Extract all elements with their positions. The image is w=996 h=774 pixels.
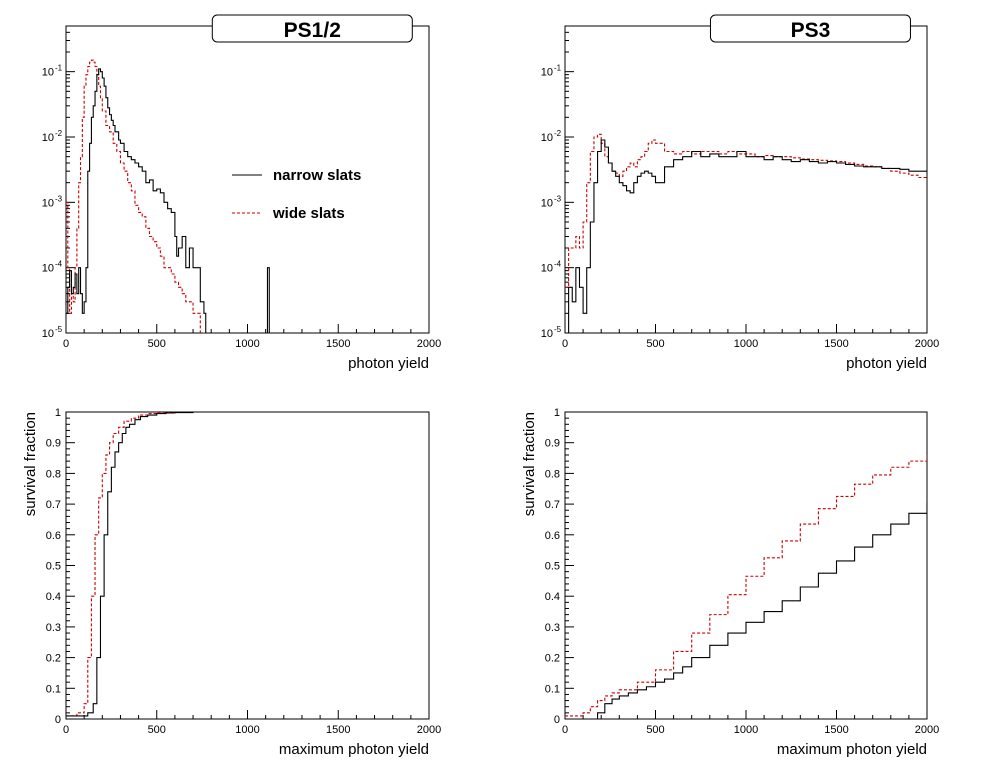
- x-tick-label: 1500: [824, 724, 848, 736]
- panel-title: PS1/2: [284, 19, 341, 42]
- y-tick-label: 0.6: [46, 530, 61, 542]
- x-axis: 0 500 1000 1500 2000: [63, 324, 441, 350]
- y-tick-label-base: 10: [42, 67, 54, 79]
- x-axis-title: maximum photon yield: [279, 741, 429, 758]
- series-line-wide-slats: [66, 412, 429, 717]
- x-tick-label: 0: [562, 724, 568, 736]
- x-tick-label: 1000: [734, 724, 758, 736]
- y-tick-label: 0.1: [46, 683, 61, 695]
- panel-title: PS3: [791, 19, 831, 42]
- x-axis-title: maximum photon yield: [777, 741, 927, 758]
- plot-frame: [65, 25, 430, 334]
- y-tick-label-base: 10: [42, 197, 54, 209]
- y-tick-label-exp: -2: [554, 129, 562, 138]
- series-line-narrow-slats: [592, 502, 927, 719]
- y-tick-label: 1: [55, 407, 61, 419]
- y-tick-label-base: 10: [42, 263, 54, 275]
- series-line-wide-slats: [565, 454, 927, 717]
- y-tick-label: 1: [554, 407, 560, 419]
- y-tick-label-exp: -4: [554, 260, 562, 269]
- x-tick-label: 2000: [417, 338, 441, 350]
- series-line-wide-slats: [66, 59, 429, 333]
- y-tick-label-exp: -3: [554, 194, 562, 203]
- y-tick-label: 0.6: [545, 530, 560, 542]
- y-tick-label-exp: -5: [554, 325, 562, 334]
- series-line-narrow-slats: [565, 139, 927, 333]
- y-tick-label-exp: -2: [55, 129, 63, 138]
- y-tick-label: 0.1: [545, 683, 560, 695]
- y-axis: 10-510-410-310-210-1: [541, 25, 574, 340]
- y-tick-label: 0.2: [545, 653, 560, 665]
- y-tick-label-exp: -1: [55, 64, 63, 73]
- y-tick-label-base: 10: [541, 197, 553, 209]
- plot-frame: [564, 411, 928, 720]
- x-tick-label: 2000: [915, 338, 939, 350]
- series-line-narrow-slats: [66, 68, 429, 333]
- y-tick-label: 0.5: [545, 561, 560, 573]
- x-axis-title: photon yield: [348, 355, 429, 372]
- y-tick-label: 0: [554, 714, 560, 726]
- x-tick-label: 0: [562, 338, 568, 350]
- y-tick-label: 0.9: [46, 438, 61, 450]
- y-tick-label-base: 10: [42, 328, 54, 340]
- chart-panel-bottom-right: 0 500 1000 1500 2000 0 0.1 0.2 0.3 0.4 0.5 0.6 0.7 0.…: [521, 407, 939, 758]
- x-tick-label: 1000: [734, 338, 758, 350]
- y-tick-label-base: 10: [42, 132, 54, 144]
- x-axis: 0 500 1000 1500 2000: [562, 710, 939, 736]
- x-tick-label: 500: [646, 338, 664, 350]
- y-tick-label-exp: -1: [554, 64, 562, 73]
- y-axis: 10-510-410-310-210-1: [42, 25, 75, 340]
- x-tick-label: 500: [148, 724, 166, 736]
- series-line-wide-slats: [565, 133, 927, 288]
- x-tick-label: 0: [63, 338, 69, 350]
- y-axis-title: survival fraction: [521, 412, 538, 516]
- y-tick-label: 0.3: [545, 622, 560, 634]
- y-tick-label: 0.8: [46, 468, 61, 480]
- y-axis: 0 0.1 0.2 0.3 0.4 0.5 0.6 0.7 0.8 0.9 1: [46, 407, 75, 726]
- y-tick-label-base: 10: [541, 132, 553, 144]
- x-tick-label: 1000: [235, 338, 259, 350]
- y-tick-label-base: 10: [541, 263, 553, 275]
- x-tick-label: 2000: [417, 724, 441, 736]
- y-tick-label: 0.2: [46, 653, 61, 665]
- y-tick-label: 0.3: [46, 622, 61, 634]
- y-tick-label: 0.7: [545, 499, 560, 511]
- x-tick-label: 1500: [326, 724, 350, 736]
- y-tick-label: 0.7: [46, 499, 61, 511]
- plot-frame: [65, 411, 430, 720]
- y-tick-label: 0.9: [545, 438, 560, 450]
- y-tick-label: 0: [55, 714, 61, 726]
- y-axis-title: survival fraction: [22, 412, 39, 516]
- y-tick-label: 0.8: [545, 468, 560, 480]
- legend-label: narrow slats: [273, 167, 361, 184]
- title-box: [211, 14, 413, 43]
- y-tick-label-exp: -5: [55, 325, 63, 334]
- y-tick-label-base: 10: [541, 67, 553, 79]
- x-axis: 0 500 1000 1500 2000: [562, 324, 939, 350]
- x-tick-label: 1500: [326, 338, 350, 350]
- y-tick-label-exp: -3: [55, 194, 63, 203]
- title-box: [709, 14, 911, 43]
- y-tick-label: 0.4: [545, 591, 560, 603]
- legend-label: wide slats: [272, 205, 345, 222]
- y-axis: 0 0.1 0.2 0.3 0.4 0.5 0.6 0.7 0.8 0.9 1: [545, 407, 574, 726]
- x-tick-label: 2000: [915, 724, 939, 736]
- series-line-narrow-slats: [66, 412, 429, 717]
- x-axis-title: photon yield: [846, 355, 927, 372]
- y-tick-label-exp: -4: [55, 260, 63, 269]
- x-tick-label: 1000: [235, 724, 259, 736]
- y-tick-label: 0.5: [46, 561, 61, 573]
- y-tick-label: 0.4: [46, 591, 61, 603]
- chart-panel-bottom-left: 0 500 1000 1500 2000 0 0.1 0.2 0.3 0.4 0.5 0.6 0.7 0.…: [22, 407, 441, 758]
- y-tick-label-base: 10: [541, 328, 553, 340]
- legend: narrow slats wide slats: [232, 167, 361, 222]
- x-tick-label: 500: [646, 724, 664, 736]
- x-tick-label: 1500: [824, 338, 848, 350]
- x-tick-label: 0: [63, 724, 69, 736]
- x-tick-label: 500: [148, 338, 166, 350]
- x-axis: 0 500 1000 1500 2000: [63, 710, 441, 736]
